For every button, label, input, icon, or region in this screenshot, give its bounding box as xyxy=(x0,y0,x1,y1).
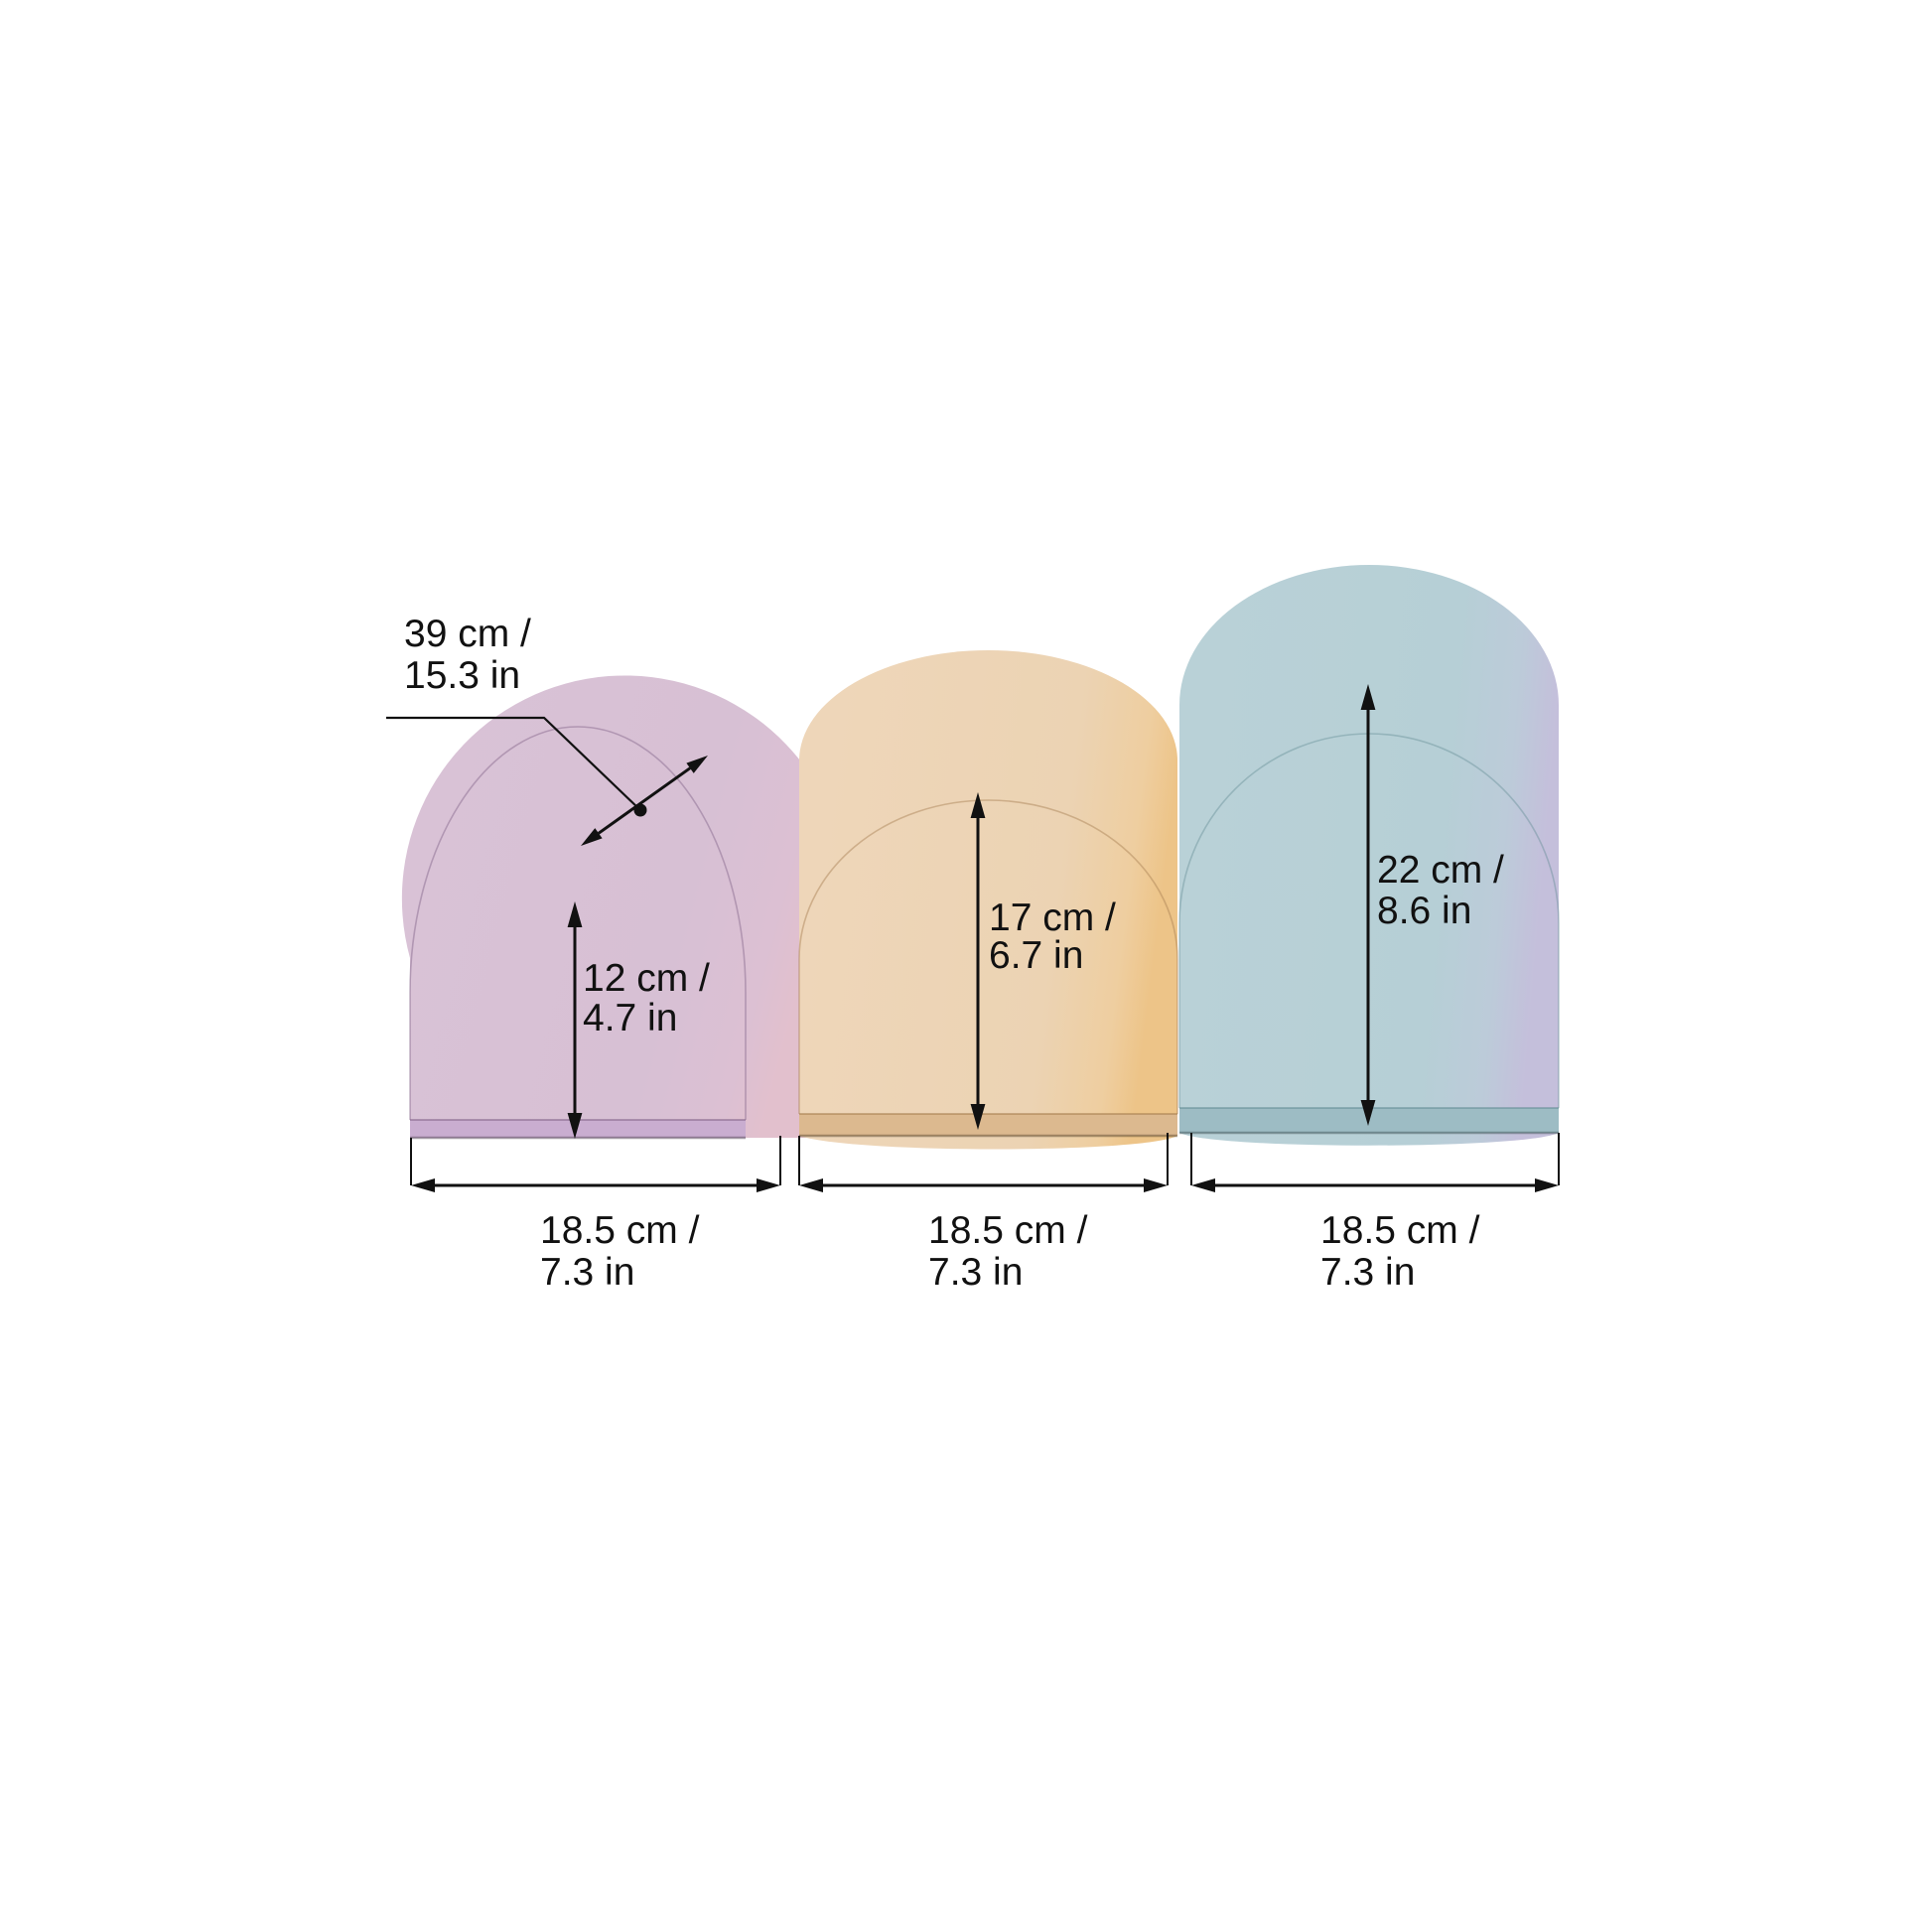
svg-text:17 cm /: 17 cm / xyxy=(989,897,1116,939)
svg-text:7.3 in: 7.3 in xyxy=(1320,1251,1415,1294)
svg-text:18.5 cm /: 18.5 cm / xyxy=(1320,1209,1480,1252)
svg-text:12 cm /: 12 cm / xyxy=(583,957,710,1000)
svg-text:39 cm /: 39 cm / xyxy=(404,613,531,655)
svg-text:22 cm /: 22 cm / xyxy=(1377,849,1504,892)
svg-text:7.3 in: 7.3 in xyxy=(540,1251,634,1294)
svg-text:4.7 in: 4.7 in xyxy=(583,997,677,1039)
svg-text:7.3 in: 7.3 in xyxy=(928,1251,1023,1294)
svg-text:18.5 cm /: 18.5 cm / xyxy=(540,1209,700,1252)
svg-text:15.3 in: 15.3 in xyxy=(404,654,520,697)
svg-text:8.6 in: 8.6 in xyxy=(1377,890,1471,932)
svg-text:18.5 cm /: 18.5 cm / xyxy=(928,1209,1088,1252)
svg-text:6.7 in: 6.7 in xyxy=(989,934,1083,977)
